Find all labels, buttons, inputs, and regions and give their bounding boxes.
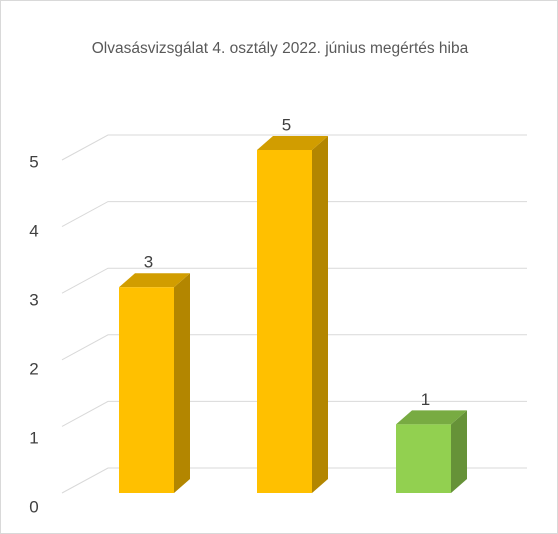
bar	[257, 136, 328, 493]
bar-front	[257, 150, 312, 493]
bar-side	[174, 273, 190, 493]
y-tick-label: 3	[29, 290, 38, 309]
data-label: 3	[144, 253, 153, 272]
grid-line	[61, 400, 527, 427]
y-tick-label: 5	[29, 152, 38, 171]
y-tick-label: 4	[29, 221, 38, 240]
bar-front	[119, 287, 174, 493]
bar	[119, 273, 190, 493]
grid-line	[61, 134, 527, 161]
grid-line	[61, 267, 527, 294]
chart-title: Olvasásvizsgálat 4. osztály 2022. június…	[91, 40, 469, 57]
bar	[396, 410, 467, 493]
y-tick-label: 2	[29, 359, 38, 378]
bar-top	[119, 273, 190, 288]
bar-side	[312, 136, 328, 493]
data-label: 5	[282, 115, 291, 134]
grid-line	[61, 201, 527, 228]
bar-front	[396, 424, 451, 493]
bar-top	[396, 410, 467, 425]
data-label: 1	[421, 390, 430, 409]
y-tick-label: 1	[29, 428, 38, 447]
bar-side	[451, 410, 467, 493]
y-tick-label: 0	[29, 497, 38, 516]
grid-line	[61, 334, 527, 361]
grid-line	[61, 467, 527, 494]
bar-top	[257, 136, 328, 150]
